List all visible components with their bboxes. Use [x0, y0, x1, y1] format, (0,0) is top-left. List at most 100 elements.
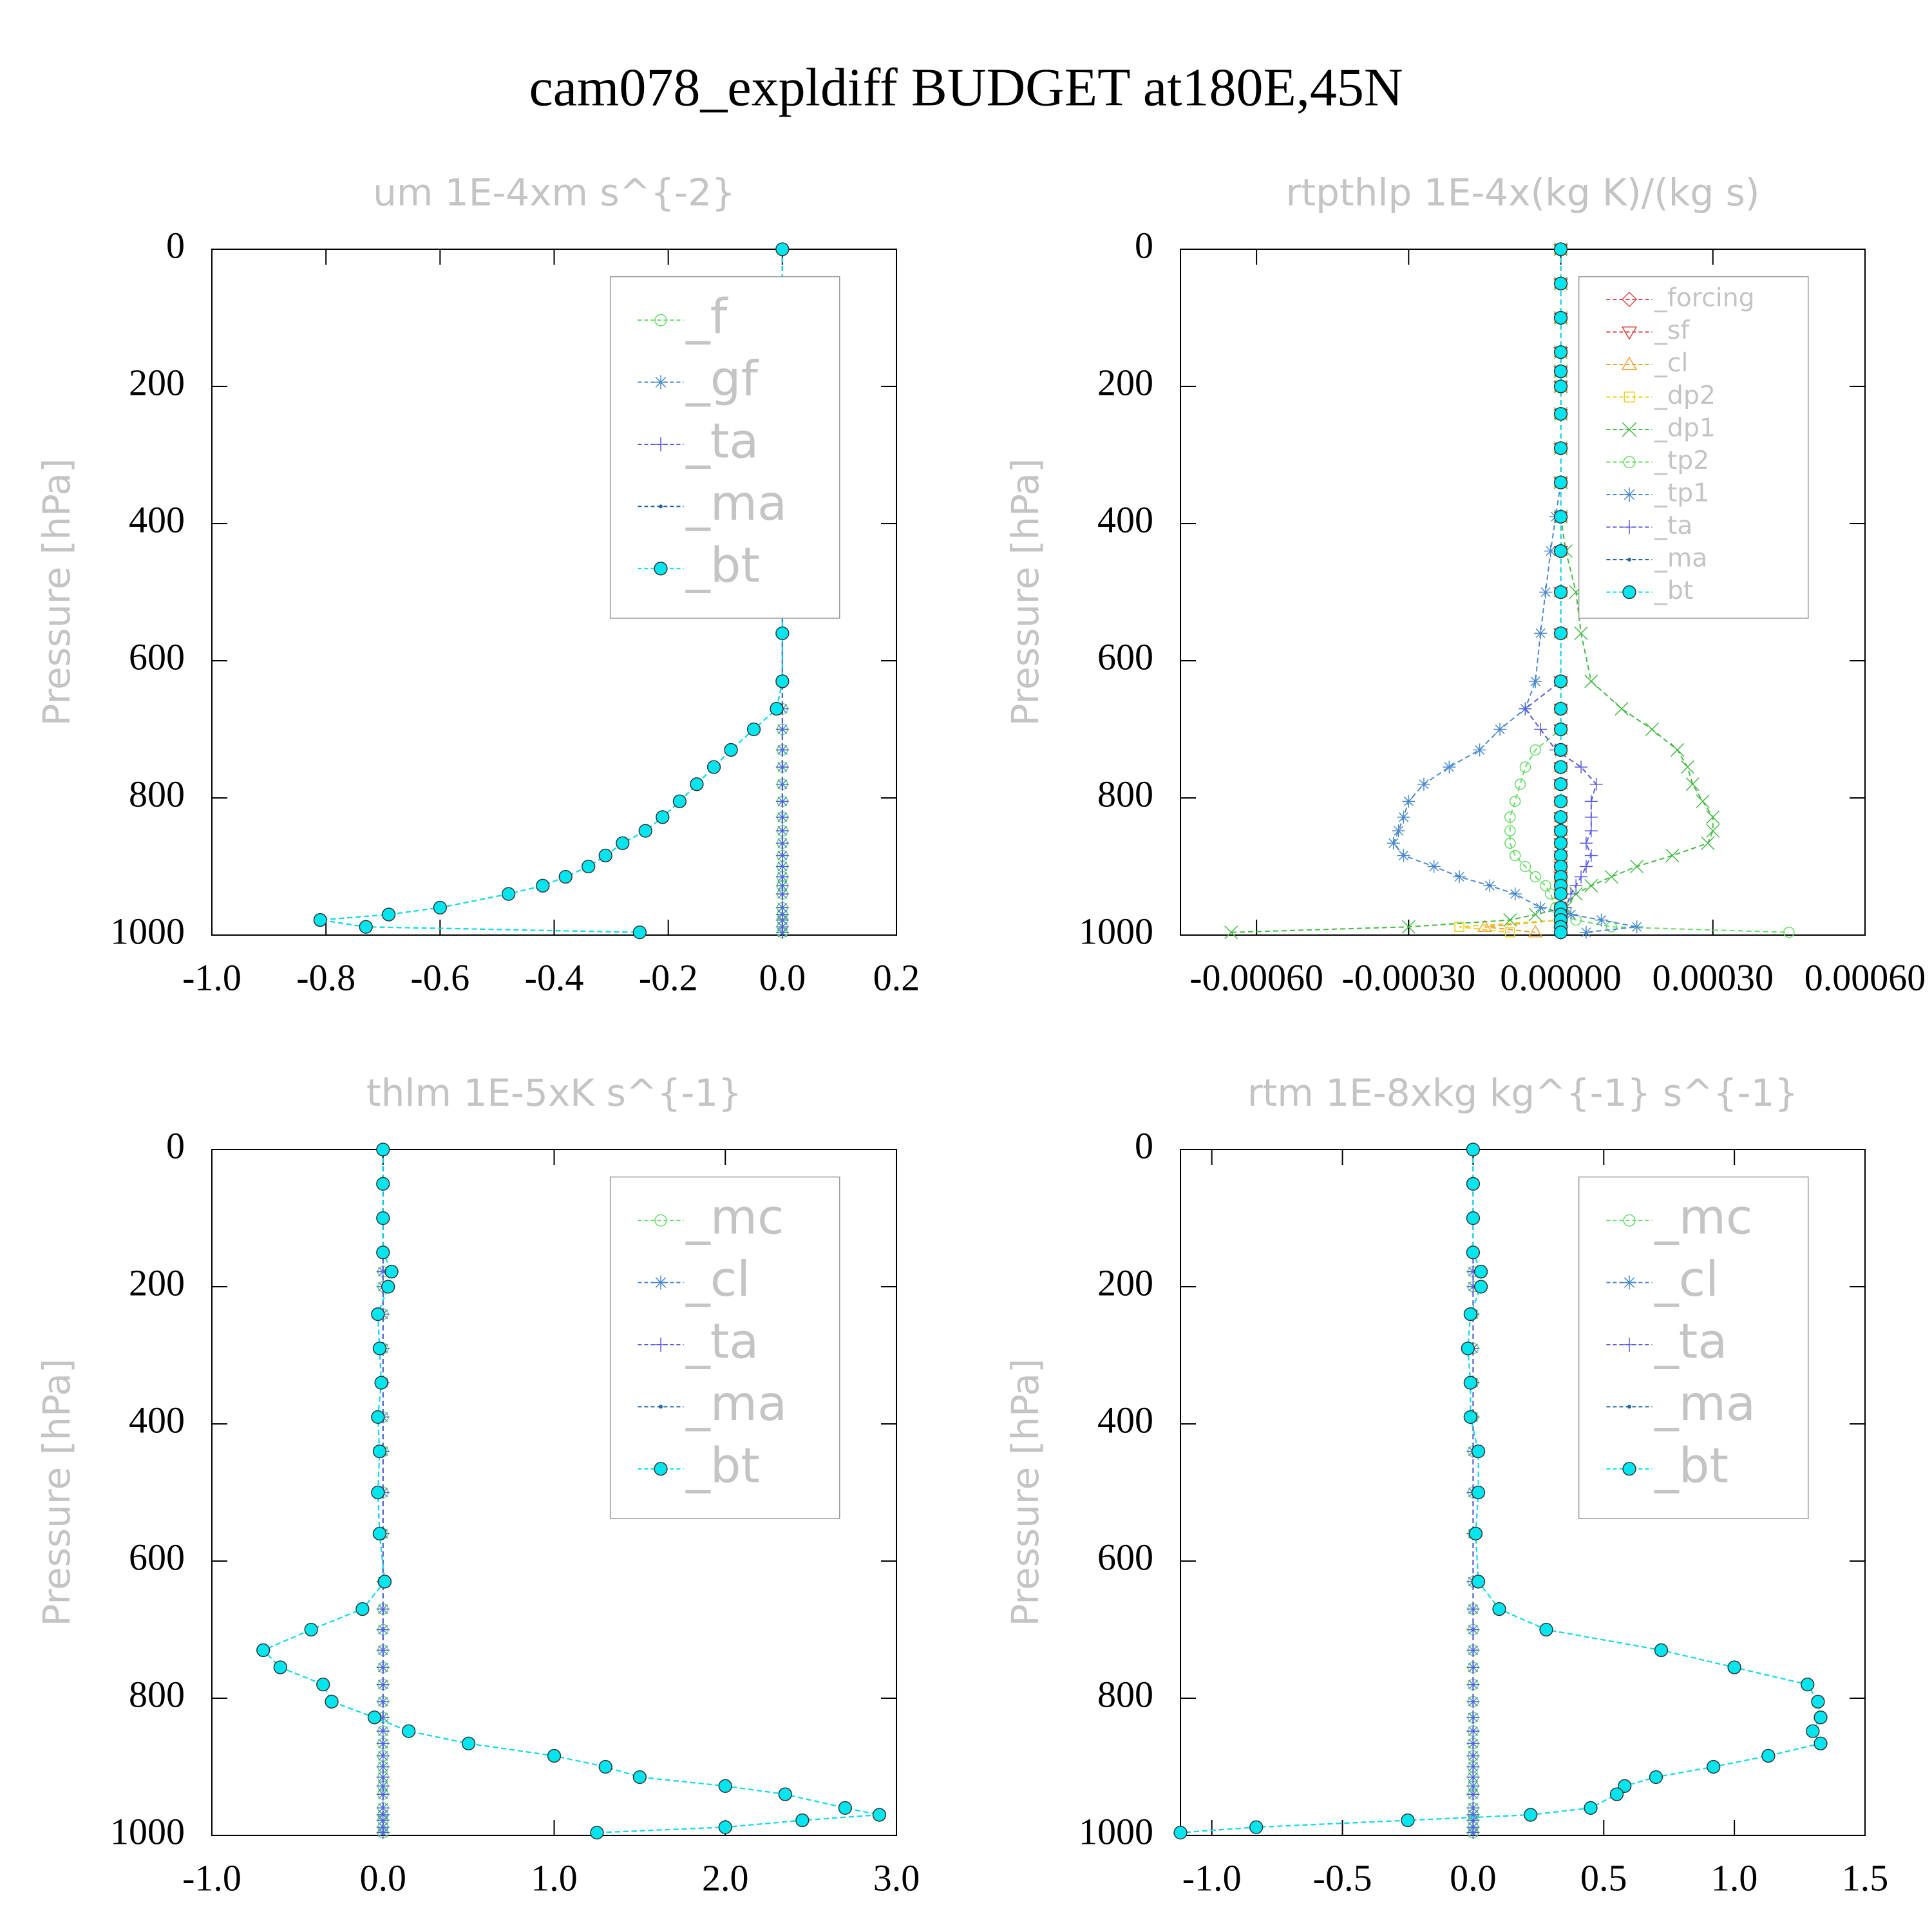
data-point	[1540, 880, 1551, 892]
data-point	[1579, 860, 1593, 873]
data-point	[1528, 925, 1543, 938]
data-point	[1530, 871, 1541, 883]
y-tick-label: 0	[166, 224, 185, 266]
data-point	[401, 1724, 416, 1738]
data-point	[376, 1788, 390, 1801]
y-tick-label: 0	[166, 1124, 185, 1166]
data-point	[718, 1779, 732, 1793]
data-point	[1553, 242, 1568, 256]
data-point	[1814, 1710, 1828, 1725]
data-point	[1463, 1307, 1478, 1321]
data-point	[1453, 870, 1466, 884]
x-tick-label: 1.0	[531, 1857, 578, 1899]
data-point	[1466, 1737, 1480, 1750]
data-point	[1505, 927, 1515, 938]
data-point	[547, 1748, 562, 1763]
data-point	[1553, 760, 1568, 774]
x-tick-label: 0.0	[1450, 1857, 1497, 1899]
panel: rtm 1E-8xkg kg^{-1} s^{-1} Pressure [hPa]…	[1003, 1071, 1888, 1899]
data-point	[376, 1826, 390, 1839]
data-point	[1519, 761, 1531, 773]
legend-label: _bt	[685, 1437, 760, 1493]
data-point	[1466, 1695, 1480, 1709]
data-point	[1584, 810, 1598, 824]
data-point	[372, 1444, 387, 1459]
data-point	[381, 1280, 395, 1294]
data-point	[872, 1808, 887, 1822]
data-point	[359, 920, 373, 934]
x-tick-label: 0.00030	[1653, 956, 1774, 998]
data-point	[1579, 837, 1593, 850]
data-point	[1701, 836, 1715, 850]
data-point	[1539, 1622, 1553, 1637]
data-point	[377, 1575, 392, 1589]
data-point	[376, 1623, 390, 1636]
y-tick-label: 600	[1097, 636, 1153, 677]
legend-marker	[1621, 291, 1638, 308]
data-point	[1553, 310, 1568, 325]
legend-marker	[654, 375, 668, 390]
data-point	[376, 1725, 390, 1738]
data-point	[1463, 1410, 1478, 1425]
legend-marker	[1622, 585, 1636, 600]
y-tick-label: 1000	[110, 1810, 185, 1852]
data-point	[1707, 1759, 1721, 1774]
data-point	[775, 761, 789, 774]
data-point	[1584, 849, 1598, 862]
legend-marker	[654, 314, 667, 327]
data-point	[706, 760, 721, 774]
data-point	[1466, 1177, 1481, 1191]
data-point	[1671, 743, 1685, 757]
legend-label: _ma	[1654, 1375, 1756, 1432]
data-point	[690, 777, 704, 791]
data-point	[1519, 860, 1531, 873]
data-point	[1814, 1736, 1828, 1750]
data-point	[1463, 1376, 1478, 1390]
y-axis-label: Pressure [hPa]	[35, 1358, 79, 1626]
data-point	[376, 1695, 390, 1709]
data-point	[1553, 794, 1568, 808]
x-tick-label: 0.2	[873, 956, 920, 998]
data-point	[1618, 1779, 1632, 1793]
panel-title: um 1E-4xm s^{-2}	[373, 171, 735, 214]
data-point	[1680, 760, 1694, 774]
y-tick-label: 400	[129, 1399, 185, 1441]
data-point	[381, 907, 396, 922]
x-tick-label: -1.0	[1182, 1857, 1242, 1899]
data-point	[376, 1211, 390, 1226]
data-point	[1224, 925, 1238, 940]
legend-label: _bt	[1654, 1437, 1728, 1493]
legend-label: _ta	[1654, 511, 1692, 540]
x-tick-label: 0.00060	[1804, 956, 1926, 998]
y-tick-label: 1000	[1079, 1810, 1153, 1852]
data-point	[1575, 761, 1588, 774]
data-point	[1553, 379, 1568, 393]
data-point	[1529, 674, 1542, 688]
data-point	[1466, 1211, 1481, 1226]
data-point	[1615, 702, 1629, 716]
data-point	[371, 1307, 385, 1321]
x-tick-label: 3.0	[873, 1857, 920, 1899]
legend-marker	[1622, 520, 1637, 535]
data-point	[1534, 901, 1548, 914]
legend-label: _ma	[1654, 544, 1707, 573]
panel-title: rtm 1E-8xkg kg^{-1} s^{-1}	[1247, 1071, 1799, 1115]
data-point	[775, 824, 789, 838]
data-point	[616, 836, 630, 850]
data-point	[1473, 1280, 1488, 1294]
data-point	[656, 810, 670, 824]
x-tick-label: 0.0	[360, 1857, 407, 1899]
data-point	[1466, 1678, 1480, 1691]
data-point	[374, 1376, 388, 1390]
data-point	[1492, 1602, 1506, 1616]
figure-title: cam078_expldiff BUDGET at180E,45N	[529, 57, 1403, 117]
data-point	[778, 1787, 792, 1801]
legend-label: _cl	[1654, 1251, 1719, 1307]
data-point	[384, 1264, 399, 1279]
x-tick-label: 0.5	[1580, 1857, 1627, 1899]
data-point	[1417, 777, 1430, 791]
legend-label: _f	[685, 289, 728, 345]
data-point	[1466, 1725, 1480, 1738]
x-tick-label: -0.00030	[1341, 956, 1475, 998]
y-tick-label: 0	[1135, 1124, 1153, 1166]
